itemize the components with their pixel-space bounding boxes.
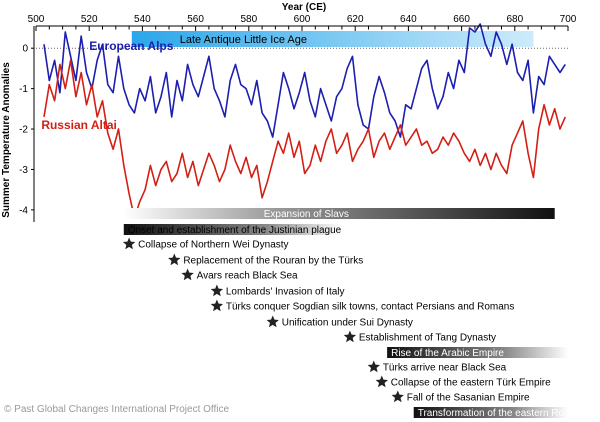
y-tick-label: 0 [22,44,28,55]
event-label: Avars reach Black Sea [197,271,298,282]
y-tick-label: -3 [19,165,28,176]
x-tick-label: 500 [28,14,45,25]
period-band-label: Late Antique Little Ice Age [180,34,307,46]
event-star [375,375,388,388]
event-label: Collapse of Northern Wei Dynasty [138,240,288,251]
event-star [168,253,181,266]
event-label: Replacement of the Rouran by the Türks [183,256,363,267]
x-axis-title: Year (CE) [282,2,326,13]
event-label: Collapse of the eastern Türk Empire [391,378,551,389]
x-tick-label: 600 [294,14,311,25]
event-star [210,299,224,312]
series-label-european-alps: European Alps [89,39,174,53]
event-label: Lombards' Invasion of Italy [226,287,345,298]
y-tick-label: -2 [19,125,28,136]
event-bar [123,224,342,235]
series-label-russian-altai: Russian Altai [41,118,117,132]
event-bar-label: Expansion of Slavs [264,209,349,220]
x-tick-label: 620 [347,14,364,25]
event-bar [413,407,568,418]
series-line-european-alps [43,23,566,138]
period-band [131,31,534,47]
series-line-russian-altai [43,59,567,219]
y-tick-label: -1 [19,84,28,95]
event-star [266,315,279,328]
y-axis-title: Summer Temperature Anomalies [1,62,12,218]
event-star [367,360,380,373]
event-label: Türks arrive near Black Sea [383,363,507,374]
y-tick-label: -4 [19,205,28,216]
event-label: Unification under Sui Dynasty [282,318,413,329]
event-bar [123,208,555,219]
event-star [343,330,357,343]
event-bar-label: Transformation of the eastern Roman Empi… [418,408,600,419]
event-star [122,237,136,250]
x-tick-label: 540 [134,14,151,25]
x-tick-label: 560 [187,14,204,25]
x-tick-label: 580 [240,14,257,25]
x-tick-label: 660 [453,14,470,25]
x-tick-label: 640 [400,14,417,25]
event-label: Establishment of Tang Dynasty [359,333,496,344]
x-tick-label: 520 [81,14,98,25]
x-tick-label: 680 [506,14,523,25]
event-label: Türks conquer Sogdian silk towns, contac… [226,302,514,313]
event-bar [387,347,568,358]
event-label: Fall of the Sasanian Empire [407,393,530,404]
copyright-credit: © Past Global Changes International Proj… [4,404,230,415]
event-star [181,268,194,281]
event-star [210,284,224,297]
event-star [391,390,404,403]
event-bar-label: Rise of the Arabic Empire [391,348,504,359]
x-tick-label: 700 [560,14,577,25]
event-bar-label: Onset and establishment of the Justinian… [128,225,342,236]
